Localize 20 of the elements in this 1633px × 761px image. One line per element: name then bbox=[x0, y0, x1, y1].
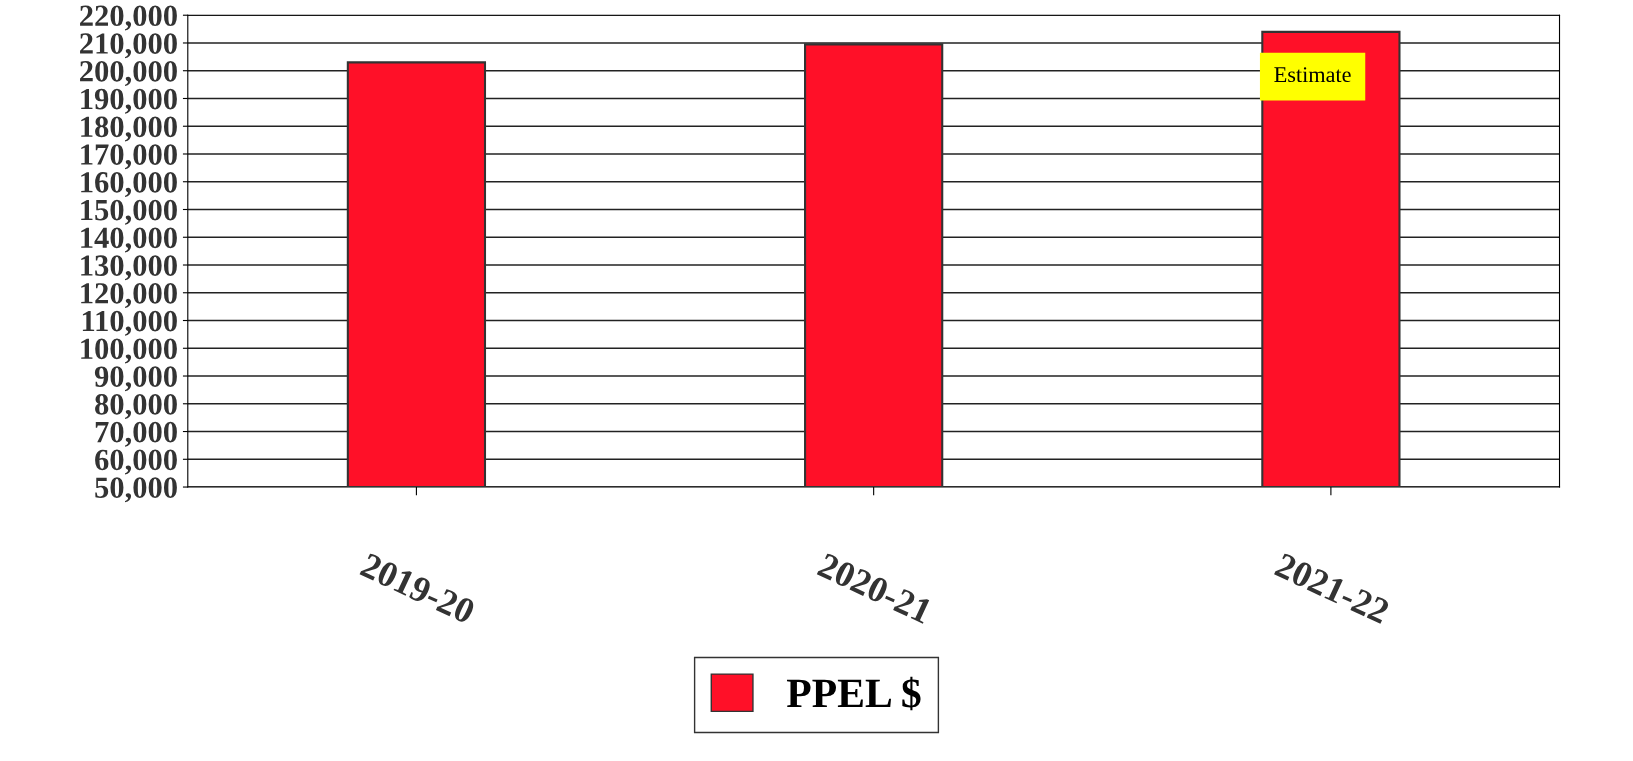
y-tick-label: 80,000 bbox=[95, 394, 177, 420]
y-tick-label: 90,000 bbox=[94, 366, 177, 392]
y-tick-label: 110,000 bbox=[82, 310, 177, 336]
y-tick-label: 210,000 bbox=[80, 33, 177, 59]
annotation: Estimate bbox=[1274, 67, 1351, 83]
y-tick-label: 170,000 bbox=[81, 144, 177, 170]
y-tick-label: 160,000 bbox=[81, 172, 177, 198]
y-tick-label: 50,000 bbox=[95, 477, 177, 503]
y-tick-label: 180,000 bbox=[81, 116, 177, 142]
legend-label: PPEL $ bbox=[786, 676, 921, 711]
y-tick-label: 190,000 bbox=[81, 88, 177, 114]
y-tick-label: 100,000 bbox=[81, 338, 177, 364]
y-tick-label: 130,000 bbox=[81, 255, 177, 281]
y-tick-label: 60,000 bbox=[95, 449, 177, 475]
y-tick-label: 150,000 bbox=[81, 199, 177, 225]
y-tick-label: 120,000 bbox=[81, 283, 177, 309]
y-tick-label: 140,000 bbox=[81, 227, 177, 253]
y-tick-label: 70,000 bbox=[95, 421, 177, 447]
y-tick-label: 200,000 bbox=[80, 61, 177, 87]
y-tick-label: 220,000 bbox=[80, 5, 177, 31]
